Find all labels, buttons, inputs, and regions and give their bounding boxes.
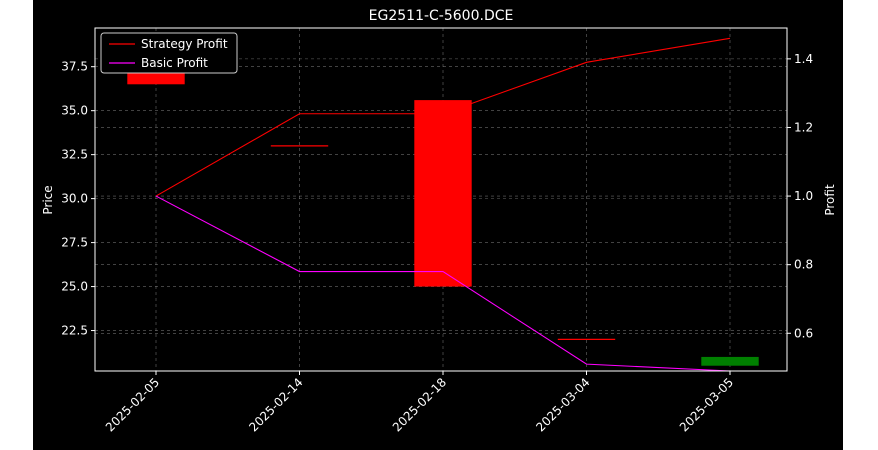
plot-frame xyxy=(94,27,788,372)
series-line-strategy-profit xyxy=(155,37,731,197)
price-tick-label: 37.5 xyxy=(61,60,88,74)
legend-label: Basic Profit xyxy=(141,56,208,70)
price-tick-label: 32.5 xyxy=(61,148,88,162)
legend-label: Strategy Profit xyxy=(141,37,228,51)
price-tick-label: 25.0 xyxy=(61,280,88,294)
price-tick-label: 22.5 xyxy=(61,324,88,338)
profit-tick-label: 1.4 xyxy=(794,52,813,66)
profit-axis-label: Profit xyxy=(823,184,837,216)
price-tick-label: 35.0 xyxy=(61,104,88,118)
profit-tick-label: 1.2 xyxy=(794,120,813,134)
price-axis-label: Price xyxy=(41,185,55,214)
x-tick-label: 2025-02-05 xyxy=(103,375,162,434)
x-axis: 2025-02-05 2025-02-14 2025-02-18 2025-03-04… xyxy=(103,371,736,434)
price-axis: 22.5 25.0 27.5 30.0 32.5 35.0 37.5 xyxy=(61,60,95,338)
x-tick-label: 2025-02-14 xyxy=(246,375,305,434)
chart-title: EG2511-C-5600.DCE xyxy=(369,8,514,24)
x-tick-label: 2025-03-04 xyxy=(533,375,592,434)
candle-body xyxy=(414,100,472,287)
profit-tick-label: 0.6 xyxy=(794,326,813,340)
price-tick-label: 30.0 xyxy=(61,192,88,206)
series-line-basic-profit xyxy=(155,195,731,372)
candle-body xyxy=(701,356,759,366)
profit-lines xyxy=(155,37,731,372)
chart-figure: EG2511-C-5600.DCE 2025-02-05 2025-02-14 20… xyxy=(33,0,843,450)
x-tick-label: 2025-02-18 xyxy=(390,375,449,434)
chart-svg: EG2511-C-5600.DCE 2025-02-05 2025-02-14 20… xyxy=(41,8,837,434)
profit-axis: 0.6 0.8 1.0 1.2 1.4 xyxy=(787,52,813,340)
profit-tick-label: 1.0 xyxy=(794,189,813,203)
legend: Strategy Profit Basic Profit xyxy=(100,32,238,74)
x-tick-label: 2025-03-05 xyxy=(677,375,736,434)
profit-tick-label: 0.8 xyxy=(794,258,813,272)
price-tick-label: 27.5 xyxy=(61,236,88,250)
